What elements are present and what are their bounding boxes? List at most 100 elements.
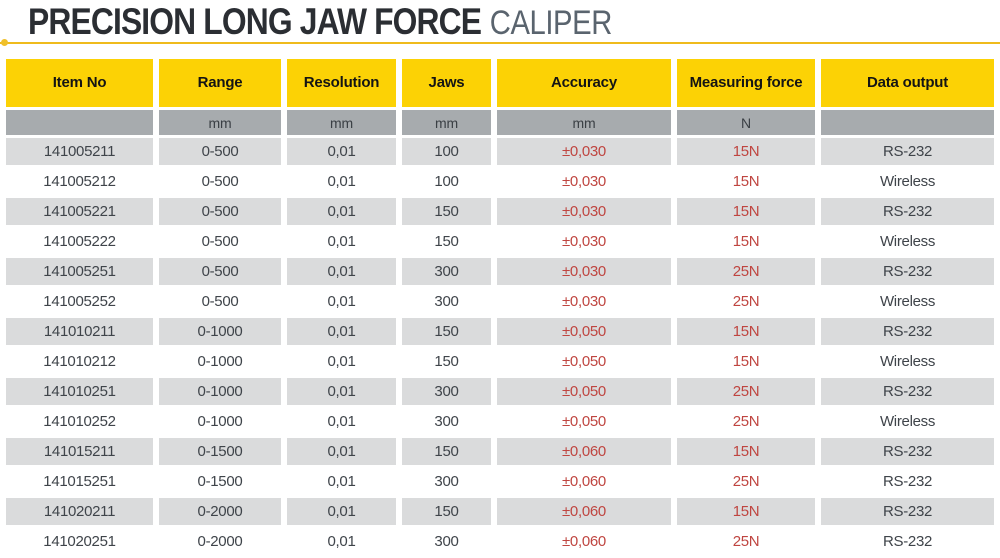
cell-item-no: 141015211	[6, 438, 153, 465]
cell-range: 0-500	[159, 138, 281, 165]
cell-range: 0-1000	[159, 348, 281, 375]
cell-accuracy: ±0,050	[497, 408, 671, 435]
table-row: 141005211 0-500 0,01 100 ±0,030 15N RS-232	[6, 138, 994, 165]
cell-jaws: 150	[402, 438, 491, 465]
cell-resolution: 0,01	[287, 138, 396, 165]
cell-measuring-force: 15N	[677, 168, 815, 195]
cell-accuracy: ±0,030	[497, 198, 671, 225]
cell-range: 0-500	[159, 168, 281, 195]
cell-accuracy: ±0,030	[497, 138, 671, 165]
cell-resolution: 0,01	[287, 198, 396, 225]
cell-accuracy: ±0,060	[497, 438, 671, 465]
cell-item-no: 141015251	[6, 468, 153, 495]
cell-measuring-force: 15N	[677, 498, 815, 525]
unit-measuring-force: N	[677, 110, 815, 135]
cell-range: 0-1000	[159, 408, 281, 435]
cell-item-no: 141005251	[6, 258, 153, 285]
cell-measuring-force: 15N	[677, 348, 815, 375]
header-range: Range	[159, 59, 281, 107]
cell-resolution: 0,01	[287, 228, 396, 255]
cell-data-output: RS-232	[821, 318, 994, 345]
cell-measuring-force: 15N	[677, 438, 815, 465]
table-row: 141010211 0-1000 0,01 150 ±0,050 15N RS-232	[6, 318, 994, 345]
cell-accuracy: ±0,050	[497, 378, 671, 405]
cell-resolution: 0,01	[287, 168, 396, 195]
cell-item-no: 141010251	[6, 378, 153, 405]
unit-data-output	[821, 110, 994, 135]
table-row: 141005221 0-500 0,01 150 ±0,030 15N RS-232	[6, 198, 994, 225]
cell-range: 0-1500	[159, 438, 281, 465]
page-title: PRECISION LONG JAW FORCE CALIPER	[28, 1, 612, 43]
cell-measuring-force: 25N	[677, 468, 815, 495]
table-row: 141005251 0-500 0,01 300 ±0,030 25N RS-232	[6, 258, 994, 285]
cell-item-no: 141005222	[6, 228, 153, 255]
cell-jaws: 100	[402, 168, 491, 195]
cell-range: 0-1000	[159, 378, 281, 405]
cell-jaws: 150	[402, 348, 491, 375]
cell-accuracy: ±0,060	[497, 468, 671, 495]
cell-measuring-force: 25N	[677, 258, 815, 285]
cell-resolution: 0,01	[287, 348, 396, 375]
header-item-no: Item No	[6, 59, 153, 107]
spec-table: Item No Range Resolution Jaws Accuracy Measur…	[0, 56, 1000, 558]
cell-data-output: RS-232	[821, 528, 994, 555]
title-underline-dot	[1, 39, 8, 46]
cell-accuracy: ±0,030	[497, 288, 671, 315]
cell-jaws: 300	[402, 288, 491, 315]
unit-accuracy: mm	[497, 110, 671, 135]
unit-range: mm	[159, 110, 281, 135]
cell-measuring-force: 25N	[677, 288, 815, 315]
header-resolution: Resolution	[287, 59, 396, 107]
cell-item-no: 141010252	[6, 408, 153, 435]
cell-range: 0-1500	[159, 468, 281, 495]
cell-data-output: RS-232	[821, 378, 994, 405]
cell-jaws: 150	[402, 228, 491, 255]
cell-jaws: 300	[402, 468, 491, 495]
cell-resolution: 0,01	[287, 318, 396, 345]
table-row: 141015211 0-1500 0,01 150 ±0,060 15N RS-232	[6, 438, 994, 465]
unit-resolution: mm	[287, 110, 396, 135]
cell-data-output: Wireless	[821, 228, 994, 255]
cell-item-no: 141005212	[6, 168, 153, 195]
cell-accuracy: ±0,030	[497, 258, 671, 285]
cell-resolution: 0,01	[287, 408, 396, 435]
cell-resolution: 0,01	[287, 468, 396, 495]
cell-range: 0-500	[159, 198, 281, 225]
cell-jaws: 300	[402, 258, 491, 285]
cell-accuracy: ±0,060	[497, 528, 671, 555]
cell-data-output: Wireless	[821, 348, 994, 375]
table-row: 141010251 0-1000 0,01 300 ±0,050 25N RS-232	[6, 378, 994, 405]
cell-data-output: Wireless	[821, 168, 994, 195]
cell-jaws: 150	[402, 198, 491, 225]
cell-resolution: 0,01	[287, 498, 396, 525]
cell-measuring-force: 25N	[677, 528, 815, 555]
cell-jaws: 300	[402, 378, 491, 405]
page-title-main: PRECISION LONG JAW FORCE	[28, 1, 482, 42]
table-row: 141005252 0-500 0,01 300 ±0,030 25N Wireless	[6, 288, 994, 315]
table-row: 141005212 0-500 0,01 100 ±0,030 15N Wireless	[6, 168, 994, 195]
cell-jaws: 300	[402, 528, 491, 555]
unit-item-no	[6, 110, 153, 135]
cell-accuracy: ±0,050	[497, 318, 671, 345]
cell-item-no: 141020211	[6, 498, 153, 525]
cell-jaws: 300	[402, 408, 491, 435]
cell-resolution: 0,01	[287, 378, 396, 405]
cell-measuring-force: 15N	[677, 138, 815, 165]
header-data-output: Data output	[821, 59, 994, 107]
cell-data-output: RS-232	[821, 138, 994, 165]
cell-range: 0-500	[159, 228, 281, 255]
table-header-row: Item No Range Resolution Jaws Accuracy Measur…	[6, 59, 994, 107]
cell-range: 0-2000	[159, 528, 281, 555]
cell-item-no: 141020251	[6, 528, 153, 555]
cell-item-no: 141005252	[6, 288, 153, 315]
cell-accuracy: ±0,030	[497, 228, 671, 255]
cell-data-output: RS-232	[821, 438, 994, 465]
table-row: 141015251 0-1500 0,01 300 ±0,060 25N RS-232	[6, 468, 994, 495]
page-title-sub: CALIPER	[489, 4, 613, 42]
header-accuracy: Accuracy	[497, 59, 671, 107]
cell-range: 0-2000	[159, 498, 281, 525]
title-underline	[0, 42, 1000, 44]
cell-data-output: RS-232	[821, 198, 994, 225]
cell-range: 0-500	[159, 288, 281, 315]
